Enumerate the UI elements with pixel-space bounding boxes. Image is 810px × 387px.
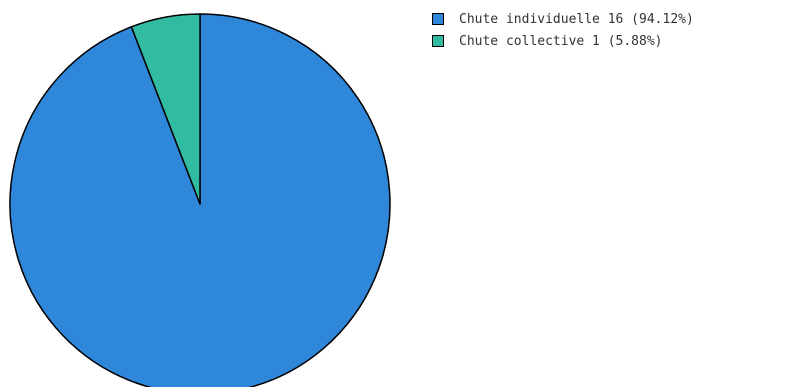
legend-item-2: Chute collective 1 (5.88%) (432, 33, 694, 49)
legend: Chute individuelle 16 (94.12%) Chute coll… (432, 11, 694, 55)
legend-swatch (432, 13, 444, 25)
legend-swatch (432, 35, 444, 47)
legend-label: Chute individuelle 16 (94.12%) (459, 11, 694, 27)
legend-label: Chute collective 1 (5.88%) (459, 33, 663, 49)
pie-slice-2 (130, 13, 201, 205)
legend-item-1: Chute individuelle 16 (94.12%) (432, 11, 694, 27)
